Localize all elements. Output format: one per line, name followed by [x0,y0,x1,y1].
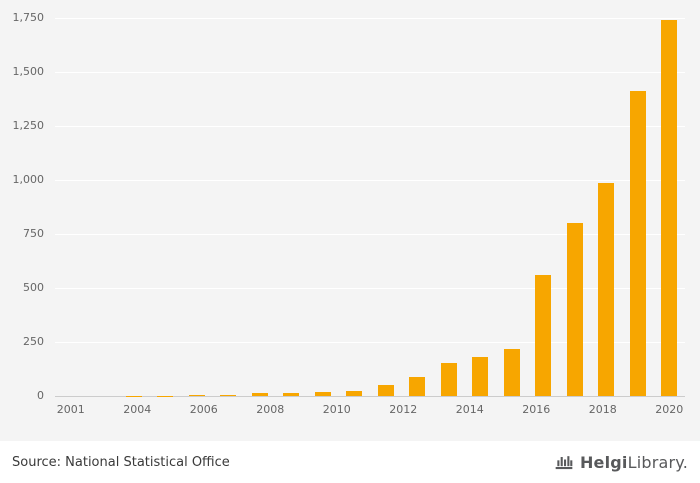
gridline [55,234,685,235]
gridline [55,72,685,73]
bar-2019 [629,91,646,396]
x-axis-tick-label: 2018 [588,403,617,416]
bar-2009 [314,392,331,396]
x-axis-tick-label: 2012 [389,403,418,416]
bar-2018 [598,183,615,396]
bar-2006 [220,394,237,396]
helgi-library-logo: HelgiLibrary. [554,452,688,472]
logo-wordmark: HelgiLibrary. [580,453,688,472]
bar-2014 [472,357,489,396]
bar-chart: 0 250 500 750 1,000 1,250 1,500 1,750 2001 2004 20… [0,0,700,441]
logo-text-bold: Helgi [579,452,628,472]
x-axis-tick-label: 2020 [655,403,684,416]
x-axis-line [55,396,685,397]
x-axis-tick-label: 2001 [56,403,85,416]
bar-2017 [566,223,583,396]
x-axis-tick-label: 2010 [322,403,351,416]
bar-2013 [440,362,457,396]
bar-2012 [409,377,426,396]
bar-2005 [188,395,205,396]
bar-2010 [346,390,363,396]
y-axis-tick-label: 1,000 [12,173,45,186]
y-axis-tick-label: 1,250 [12,119,45,132]
source-note: Source: National Statistical Office [12,454,230,470]
gridline [55,126,685,127]
y-axis-tick-label: 0 [37,389,44,402]
bar-2020 [661,20,678,396]
bar-2008 [283,393,300,396]
x-axis-tick-label: 2014 [455,403,484,416]
y-axis-tick-label: 750 [23,227,44,240]
gridline [55,342,685,343]
y-axis-tick-label: 1,500 [12,65,45,78]
bar-2007 [251,393,268,396]
gridline [55,180,685,181]
x-axis-tick-label: 2016 [522,403,551,416]
logo-text-light: Library [627,452,683,472]
y-axis-tick-label: 500 [23,281,44,294]
x-axis-tick-label: 2004 [123,403,152,416]
x-axis-tick-label: 2006 [189,403,218,416]
y-axis-tick-label: 1,750 [12,11,45,24]
footer: Source: National Statistical Office Helg… [0,441,700,483]
logo-text-dot: . [682,452,688,472]
gridline [55,18,685,19]
y-axis-tick-label: 250 [23,335,44,348]
gridline [55,288,685,289]
bar-2016 [535,275,552,396]
logo-bars-icon [554,452,574,472]
x-axis-tick-label: 2008 [256,403,285,416]
bar-2015 [503,348,520,396]
bar-2011 [377,384,394,396]
